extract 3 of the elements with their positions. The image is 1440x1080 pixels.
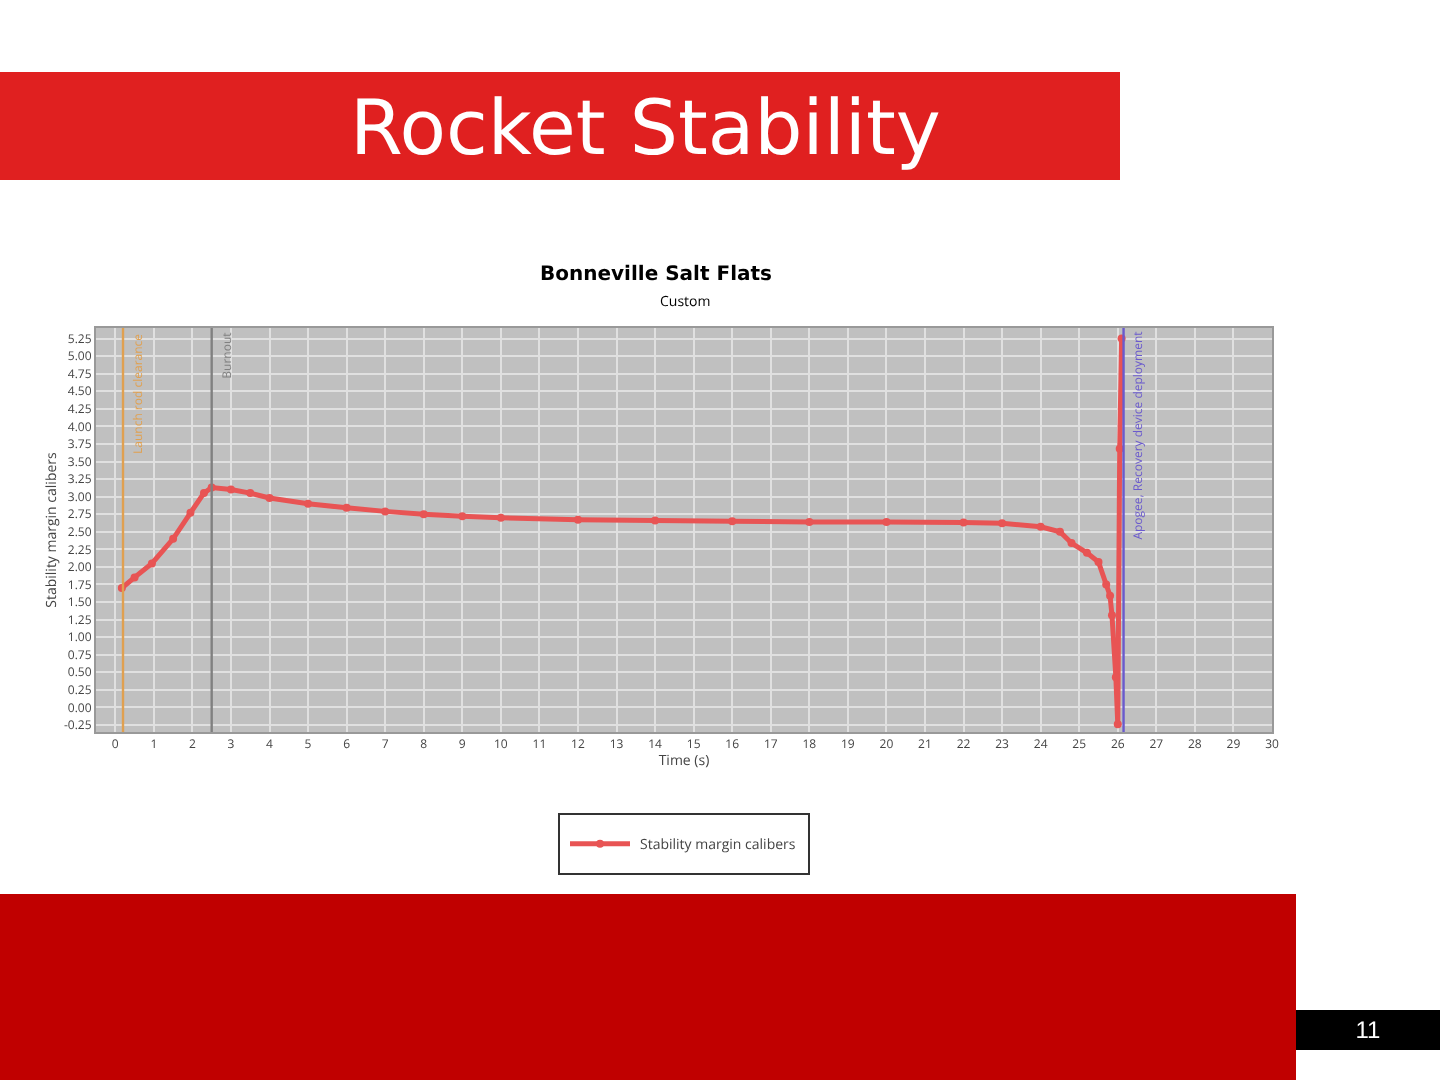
text: 11: [1296, 1010, 1440, 1050]
chart-subtitle: Bonneville Salt Flats: [540, 263, 773, 286]
chart-title: Rocket Stability: [350, 84, 941, 172]
